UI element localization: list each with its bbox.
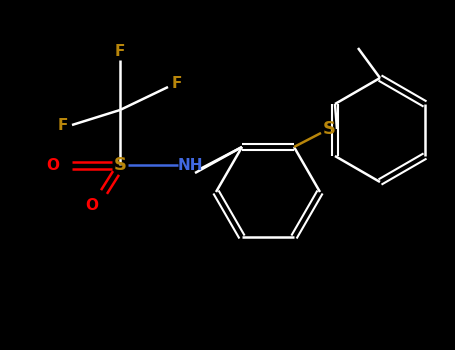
- Text: S: S: [323, 120, 335, 138]
- Text: O: O: [46, 158, 60, 173]
- Text: O: O: [86, 198, 98, 214]
- Text: F: F: [58, 118, 68, 133]
- Text: S: S: [113, 156, 126, 174]
- Text: F: F: [115, 44, 125, 60]
- Text: NH: NH: [177, 158, 203, 173]
- Text: F: F: [172, 76, 182, 91]
